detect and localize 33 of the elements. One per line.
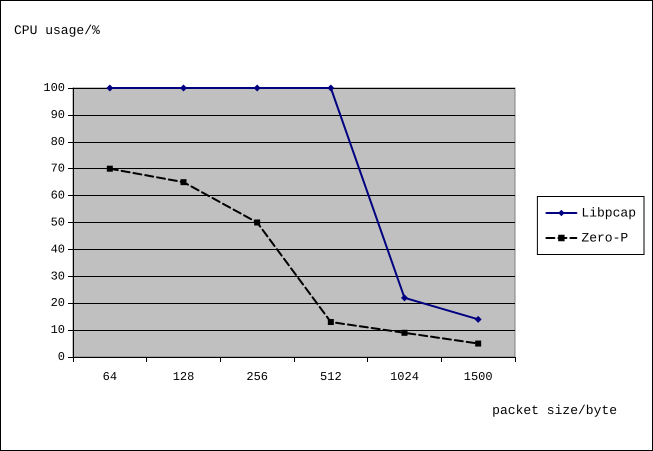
point (474, 316, 482, 323)
point (180, 84, 187, 92)
x-tick-label: 512 (320, 370, 342, 384)
legend-label: Libpcap (581, 206, 636, 220)
point (180, 179, 186, 186)
y-tick-label: 90 (50, 108, 65, 122)
point (328, 319, 334, 326)
y-tick-label: 60 (50, 188, 65, 203)
y-tick-label: 80 (50, 134, 65, 149)
point (106, 84, 114, 92)
x-tick-label: 1500 (464, 370, 493, 384)
point (254, 84, 261, 92)
y-axis-title: CPU usage/% (14, 23, 100, 38)
point (402, 330, 408, 336)
y-tick-label: 50 (50, 216, 65, 230)
y-tick-label: 30 (50, 269, 65, 284)
y-tick-label: 0 (58, 350, 65, 364)
y-tick-label: 100 (43, 81, 65, 95)
y-tick-label: 20 (50, 296, 65, 310)
point (401, 294, 408, 302)
point (106, 166, 113, 172)
x-tick-label: 1024 (390, 370, 419, 384)
y-tick-label: 70 (50, 162, 65, 176)
x-tick-label: 256 (246, 370, 268, 384)
point (327, 84, 334, 92)
point (475, 340, 482, 347)
legend-label: Zero-P (581, 230, 628, 246)
y-tick-label: 10 (50, 323, 65, 338)
x-tick-label: 128 (172, 370, 194, 384)
point (254, 220, 260, 226)
x-tick-label: 64 (102, 370, 118, 384)
x-axis-title: packet size/byte (492, 403, 618, 418)
y-tick-label: 40 (50, 242, 65, 256)
